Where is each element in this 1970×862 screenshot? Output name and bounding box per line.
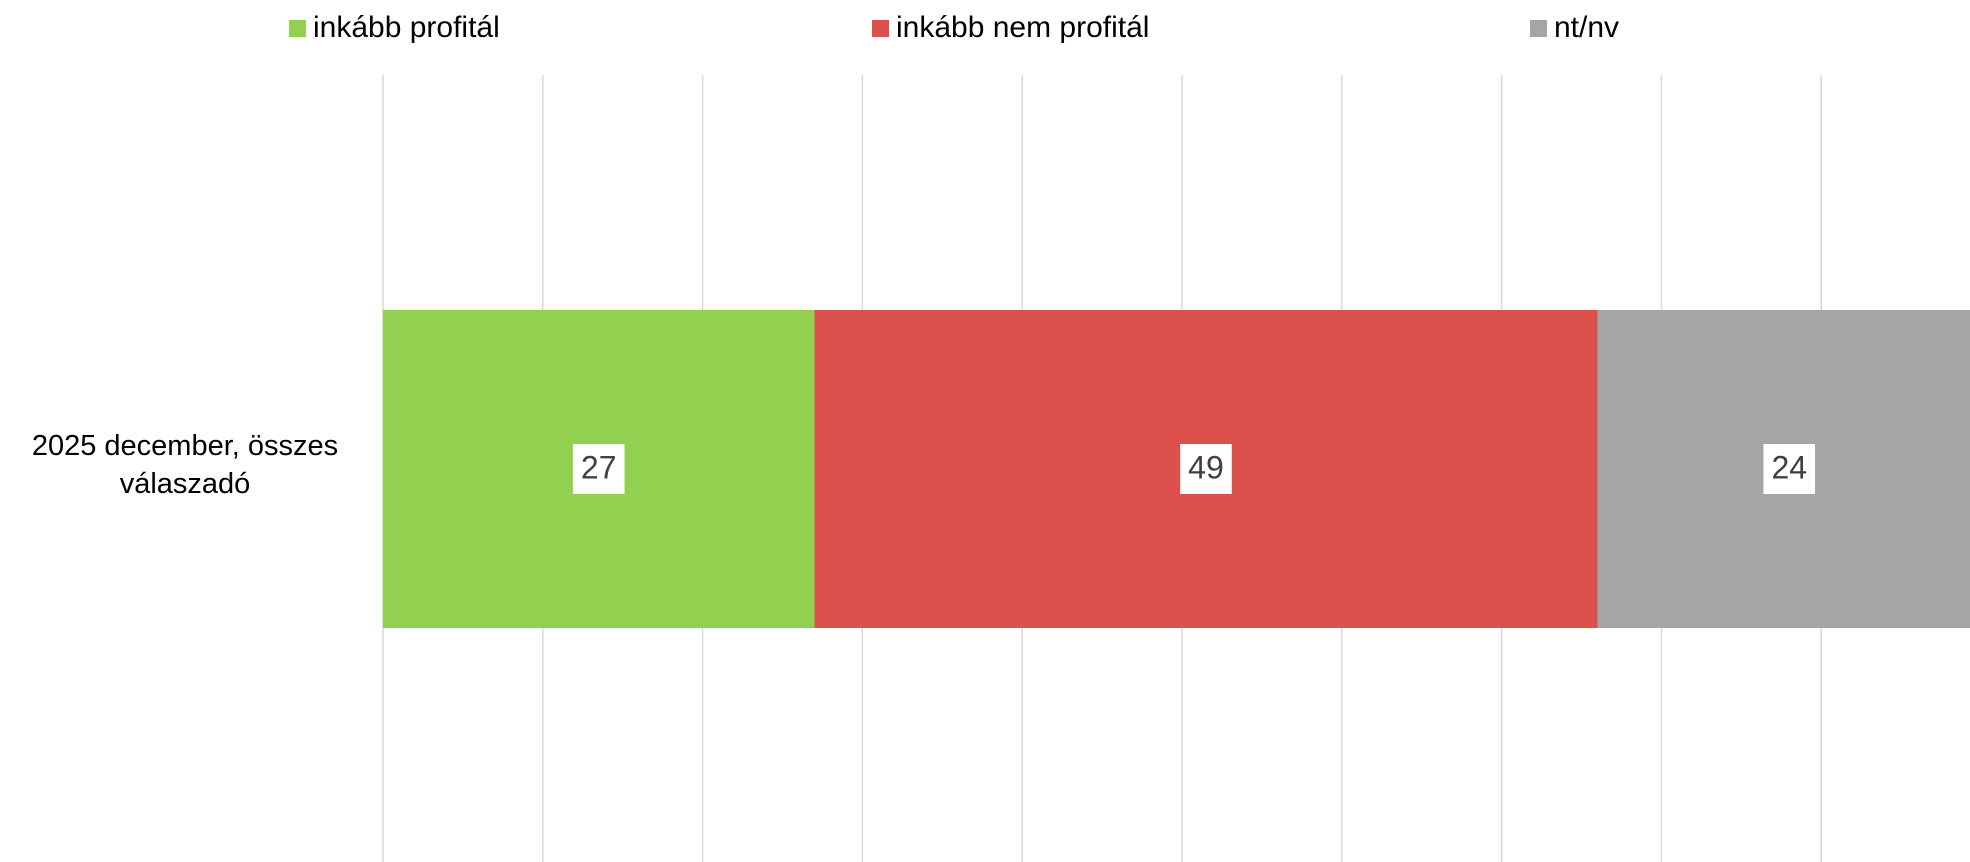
legend-swatch bbox=[1530, 20, 1547, 37]
data-label: 27 bbox=[581, 449, 617, 485]
data-label: 24 bbox=[1771, 449, 1807, 485]
category-label: 2025 december, összes válaszadó bbox=[31, 430, 339, 500]
legend-swatch bbox=[872, 20, 889, 37]
data-label-box bbox=[1180, 444, 1232, 494]
data-label-box bbox=[1763, 444, 1816, 494]
data-label: 49 bbox=[1188, 449, 1224, 485]
legend-label: nt/nv bbox=[1554, 11, 1619, 44]
legend-label: inkább nem profitál bbox=[896, 11, 1149, 44]
legend-swatch bbox=[289, 20, 306, 37]
data-label-group: 27 bbox=[572, 444, 625, 494]
data-label-box bbox=[572, 444, 625, 494]
data-label-group: 49 bbox=[1180, 444, 1232, 494]
legend-label: inkább profitál bbox=[313, 11, 500, 44]
data-label-group: 24 bbox=[1763, 444, 1816, 494]
